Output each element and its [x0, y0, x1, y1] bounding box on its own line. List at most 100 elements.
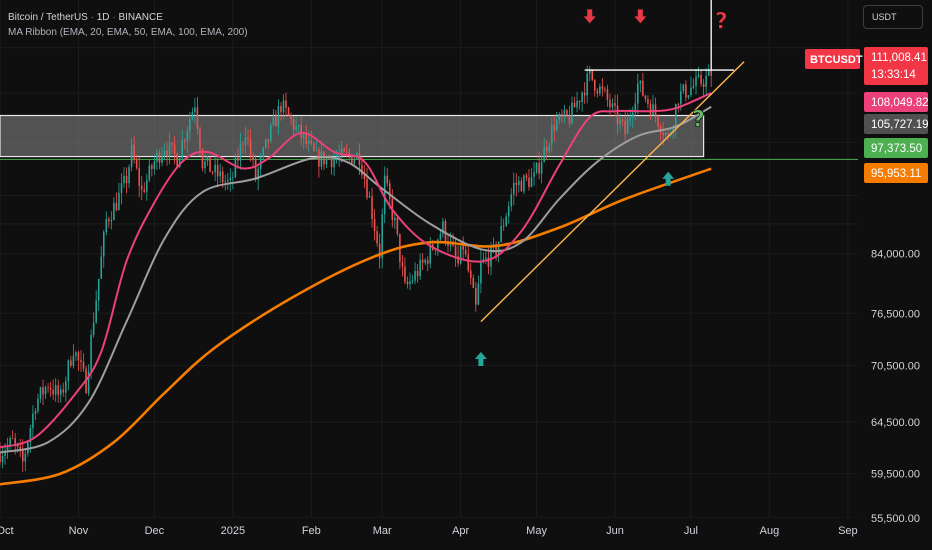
- candle: [457, 245, 459, 267]
- candle: [459, 245, 462, 265]
- candle: [108, 216, 110, 228]
- candle-body: [366, 179, 368, 198]
- candle: [191, 107, 194, 121]
- candle-body: [421, 259, 424, 263]
- candle-body: [462, 246, 464, 250]
- candle: [401, 255, 404, 277]
- candle: [87, 364, 90, 396]
- candle: [510, 188, 513, 212]
- candle: [593, 79, 596, 97]
- candle-body: [513, 182, 515, 195]
- candle-body: [151, 165, 153, 169]
- candle: [599, 83, 601, 97]
- candle-body: [637, 83, 639, 104]
- candle: [300, 116, 302, 146]
- candle-body: [214, 164, 216, 173]
- candle: [378, 233, 381, 269]
- candle-body: [42, 387, 44, 395]
- candle: [275, 109, 277, 127]
- candle-body: [173, 144, 176, 154]
- candle-body: [378, 243, 381, 259]
- candle: [414, 262, 416, 285]
- candle-body: [277, 106, 280, 127]
- candle: [626, 112, 629, 135]
- candle-body: [692, 85, 695, 88]
- candle-body: [280, 106, 282, 113]
- price-tag: 105,727.19: [864, 114, 929, 134]
- candle: [507, 201, 510, 224]
- candle-body: [229, 177, 232, 181]
- candle: [338, 144, 340, 167]
- candle-body: [123, 175, 125, 184]
- price-axis-background: [858, 0, 932, 550]
- candle-body: [295, 126, 297, 130]
- candle: [123, 167, 125, 189]
- candle-body: [593, 79, 596, 91]
- candle: [95, 290, 97, 324]
- symbol-tag-label: BTCUSDT: [810, 54, 863, 66]
- candle-body: [394, 217, 396, 220]
- price-axis[interactable]: 84,000.00 76,500.00 70,500.00 64,500.00 59,5…: [805, 0, 932, 550]
- candle-body: [183, 140, 186, 142]
- candle: [176, 152, 178, 169]
- currency-button[interactable]: USDT: [863, 5, 923, 29]
- candle: [57, 379, 59, 403]
- time-axis-background: [0, 518, 932, 550]
- time-axis-label: Sep: [838, 525, 858, 537]
- candle: [196, 96, 199, 135]
- symbol-tag: BTCUSDT: [805, 49, 863, 69]
- candle-body: [591, 69, 594, 80]
- candle-body: [97, 278, 100, 301]
- candle-body: [6, 445, 9, 452]
- candle: [333, 149, 335, 176]
- candle: [606, 84, 609, 107]
- candle-body: [47, 387, 49, 389]
- candle-body: [424, 259, 426, 263]
- time-axis[interactable]: Oct Nov Dec 2025 Feb Mar Apr May Jun Jul Aug Sep: [0, 518, 932, 550]
- candle: [59, 384, 62, 403]
- candles: [0, 64, 712, 473]
- ascending-trendline: [480, 61, 745, 323]
- candle: [181, 129, 184, 161]
- candle: [642, 72, 644, 97]
- candle: [209, 156, 211, 173]
- candle-body: [682, 84, 685, 92]
- candle-body: [373, 218, 376, 232]
- candle: [161, 147, 163, 167]
- candle-body: [368, 196, 371, 198]
- candle: [82, 353, 85, 372]
- candle: [518, 176, 520, 193]
- candle-body: [239, 143, 242, 161]
- price-axis-label: 64,500.00: [871, 417, 920, 429]
- candle-body: [37, 398, 39, 412]
- candle: [186, 126, 189, 153]
- candle-body: [690, 87, 692, 96]
- candle-body: [677, 103, 680, 105]
- candle: [576, 91, 578, 113]
- candle-body: [510, 194, 513, 207]
- candle: [619, 113, 621, 132]
- candle-body: [588, 69, 591, 74]
- candle-body: [100, 256, 103, 279]
- candle: [262, 146, 265, 161]
- candle-body: [419, 259, 421, 277]
- candle: [249, 129, 252, 162]
- candle-body: [338, 155, 340, 158]
- candle: [282, 94, 285, 120]
- candle-body: [523, 175, 525, 192]
- candle-body: [606, 89, 609, 100]
- candle: [115, 192, 118, 212]
- candle-body: [353, 158, 356, 164]
- candle: [313, 141, 315, 153]
- indicator-legend[interactable]: MA Ribbon (EMA, 20, EMA, 50, EMA, 100, E…: [8, 27, 248, 38]
- candle: [383, 166, 386, 224]
- price-axis-label: 70,500.00: [871, 360, 920, 372]
- candle: [183, 138, 186, 150]
- candle: [692, 78, 695, 90]
- candle: [525, 172, 528, 181]
- candle: [462, 236, 464, 261]
- candle: [591, 69, 594, 82]
- candle-body: [576, 100, 578, 108]
- candle-body: [614, 103, 616, 106]
